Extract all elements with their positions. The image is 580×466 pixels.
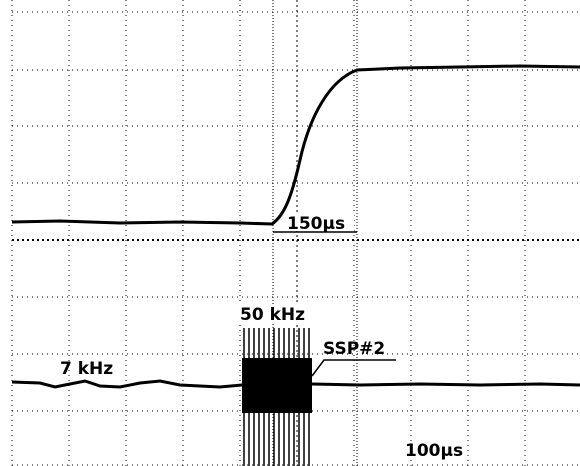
- rise-time-label: 150µs: [287, 214, 345, 234]
- label-bg: [284, 213, 354, 231]
- burst: [242, 358, 312, 413]
- time-scale-label: 100µs: [405, 441, 463, 461]
- trace-1: [11, 64, 580, 226]
- base-freq-label: 7 kHz: [60, 359, 113, 379]
- burst-lines: [243, 328, 310, 466]
- trace-2: [11, 379, 580, 389]
- label-bg: [238, 304, 314, 324]
- leader-line: [311, 359, 396, 377]
- burst-freq-label: 50 kHz: [240, 305, 305, 325]
- burst-name-label: SSP#2: [323, 339, 385, 359]
